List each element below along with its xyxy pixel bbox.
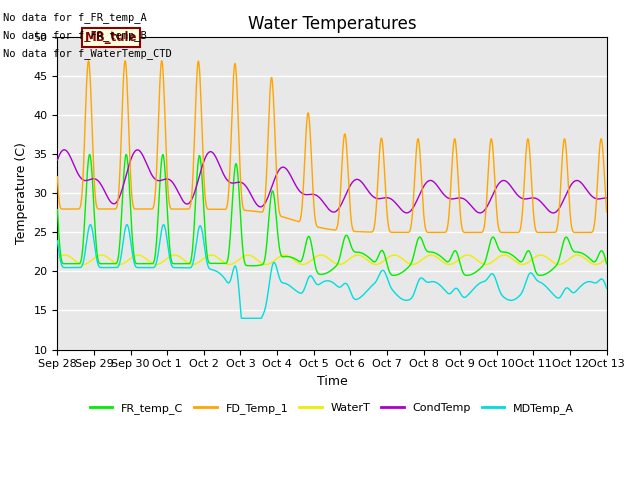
FD_Temp_1 bbox=[603, 209, 611, 215]
WaterT bbox=[486, 260, 494, 266]
FR_temp_C bbox=[54, 206, 61, 212]
FR_temp_C bbox=[486, 240, 494, 245]
CondTemp bbox=[550, 210, 557, 216]
CondTemp bbox=[587, 192, 595, 198]
Line: WaterT: WaterT bbox=[58, 255, 607, 264]
Legend: FR_temp_C, FD_Temp_1, WaterT, CondTemp, MDTemp_A: FR_temp_C, FD_Temp_1, WaterT, CondTemp, … bbox=[86, 399, 579, 419]
FR_temp_C bbox=[536, 273, 544, 278]
CondTemp bbox=[588, 192, 595, 198]
Line: MDTemp_A: MDTemp_A bbox=[58, 225, 607, 318]
CondTemp bbox=[307, 192, 314, 197]
WaterT bbox=[409, 262, 417, 267]
X-axis label: Time: Time bbox=[317, 375, 348, 388]
Line: FR_temp_C: FR_temp_C bbox=[58, 155, 607, 276]
FR_temp_C bbox=[603, 261, 611, 267]
WaterT bbox=[321, 253, 328, 259]
MDTemp_A bbox=[486, 272, 494, 277]
MDTemp_A bbox=[81, 247, 89, 253]
FR_temp_C bbox=[588, 257, 595, 263]
MDTemp_A bbox=[588, 279, 595, 285]
CondTemp bbox=[486, 198, 494, 204]
WaterT bbox=[603, 255, 611, 261]
WaterT bbox=[588, 260, 595, 266]
Line: CondTemp: CondTemp bbox=[58, 150, 607, 213]
FD_Temp_1 bbox=[586, 229, 594, 235]
FD_Temp_1 bbox=[321, 226, 328, 231]
MDTemp_A bbox=[603, 285, 611, 291]
Text: MB_tule: MB_tule bbox=[85, 31, 138, 44]
CondTemp bbox=[321, 201, 328, 207]
CondTemp bbox=[60, 147, 68, 153]
FR_temp_C bbox=[307, 236, 314, 241]
MDTemp_A bbox=[321, 278, 329, 284]
MDTemp_A bbox=[237, 315, 245, 321]
FR_temp_C bbox=[81, 203, 89, 209]
FD_Temp_1 bbox=[81, 111, 89, 117]
WaterT bbox=[207, 252, 215, 258]
MDTemp_A bbox=[587, 279, 595, 285]
FR_temp_C bbox=[86, 152, 93, 157]
Line: FD_Temp_1: FD_Temp_1 bbox=[58, 61, 607, 232]
MDTemp_A bbox=[307, 273, 314, 279]
FR_temp_C bbox=[587, 257, 595, 263]
Y-axis label: Temperature (C): Temperature (C) bbox=[15, 143, 28, 244]
Text: No data for f_FR_temp_A: No data for f_FR_temp_A bbox=[3, 12, 147, 23]
FR_temp_C bbox=[321, 271, 328, 276]
Text: No data for f_WaterTemp_CTD: No data for f_WaterTemp_CTD bbox=[3, 48, 172, 60]
WaterT bbox=[81, 261, 89, 267]
FD_Temp_1 bbox=[54, 174, 61, 180]
Text: No data for f_FR_temp_B: No data for f_FR_temp_B bbox=[3, 30, 147, 41]
FD_Temp_1 bbox=[84, 58, 92, 64]
FD_Temp_1 bbox=[486, 142, 494, 147]
WaterT bbox=[54, 255, 61, 261]
WaterT bbox=[307, 258, 314, 264]
CondTemp bbox=[54, 157, 61, 163]
MDTemp_A bbox=[54, 238, 61, 244]
FD_Temp_1 bbox=[587, 229, 595, 235]
Title: Water Temperatures: Water Temperatures bbox=[248, 15, 417, 33]
FD_Temp_1 bbox=[588, 229, 595, 235]
FD_Temp_1 bbox=[307, 130, 314, 135]
CondTemp bbox=[603, 195, 611, 201]
MDTemp_A bbox=[86, 222, 94, 228]
WaterT bbox=[587, 260, 595, 266]
CondTemp bbox=[82, 178, 90, 183]
